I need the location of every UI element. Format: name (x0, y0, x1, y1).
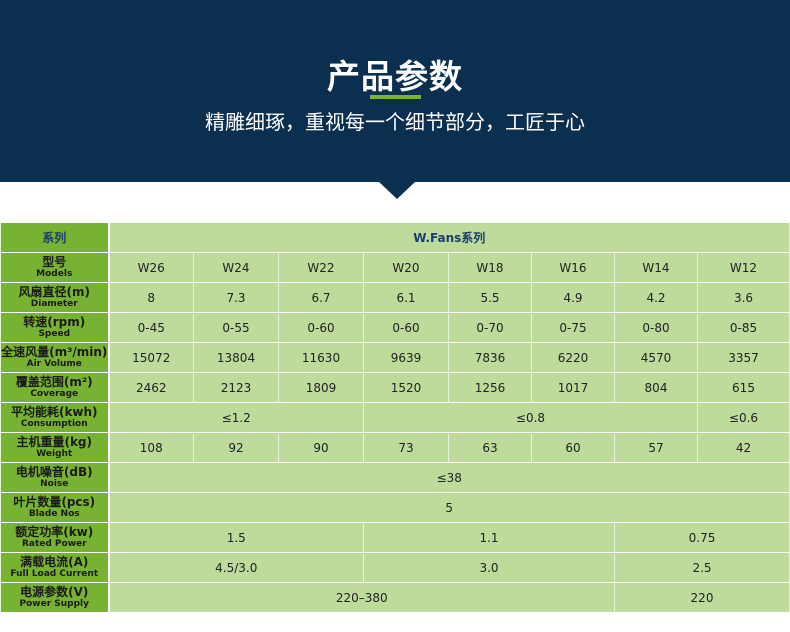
cell: 0.75 (614, 522, 790, 553)
cell: 3.6 (697, 282, 790, 313)
table-row-noise: 电机噪音(dB) Noise ≤38 (0, 462, 790, 493)
cell: 0-75 (531, 312, 615, 343)
table-row-consumption: 平均能耗(kwh) Consumption ≤1.2 ≤0.8 ≤0.6 (0, 402, 790, 433)
cell: 2123 (193, 372, 279, 403)
cell: W24 (193, 252, 279, 283)
cell: 5.5 (448, 282, 532, 313)
cell: 6.7 (278, 282, 364, 313)
series-value: W.Fans系列 (108, 222, 790, 253)
table-row-weight: 主机重量(kg) Weight 108 92 90 73 63 60 57 42 (0, 432, 790, 463)
table-row-power: 额定功率(kw) Rated Power 1.5 1.1 0.75 (0, 522, 790, 553)
row-label: 覆盖范围(m²) Coverage (0, 372, 110, 403)
cell: 4.2 (614, 282, 698, 313)
cell: 0-85 (697, 312, 790, 343)
cell: 9639 (363, 342, 449, 373)
cell: W26 (108, 252, 194, 283)
cell: ≤38 (108, 462, 790, 493)
cell: 3.0 (363, 552, 615, 583)
row-label: 额定功率(kw) Rated Power (0, 522, 110, 553)
cell: 6.1 (363, 282, 449, 313)
row-label: 转速(rpm) Speed (0, 312, 110, 343)
spec-table: 系列 W.Fans系列 型号 Models W26 W24 W22 W20 W18 W16 W… (0, 222, 790, 613)
cell: 615 (697, 372, 790, 403)
cell: W14 (614, 252, 698, 283)
cell: 7.3 (193, 282, 279, 313)
cell: 11630 (278, 342, 364, 373)
row-label: 全速风量(m³/min) Air Volume (0, 342, 110, 373)
cell: 90 (278, 432, 364, 463)
cell: 3357 (697, 342, 790, 373)
cell: 60 (531, 432, 615, 463)
table-row-speed: 转速(rpm) Speed 0-45 0-55 0-60 0-60 0-70 0-75 0-8… (0, 312, 790, 343)
cell: W16 (531, 252, 615, 283)
cell: ≤0.8 (363, 402, 698, 433)
cell: 1809 (278, 372, 364, 403)
cell: 0-45 (108, 312, 194, 343)
cell: 42 (697, 432, 790, 463)
cell: W22 (278, 252, 364, 283)
cell: 0-60 (278, 312, 364, 343)
cell: 4570 (614, 342, 698, 373)
row-label: 电机噪音(dB) Noise (0, 462, 110, 493)
cell: 7836 (448, 342, 532, 373)
cell: 63 (448, 432, 532, 463)
table-row-series: 系列 W.Fans系列 (0, 222, 790, 253)
cell: 92 (193, 432, 279, 463)
cell: 4.5/3.0 (108, 552, 364, 583)
cell: 0-70 (448, 312, 532, 343)
row-label: 型号 Models (0, 252, 110, 283)
cell: 1017 (531, 372, 615, 403)
title-underline (370, 95, 421, 99)
table-row-current: 满载电流(A) Full Load Current 4.5/3.0 3.0 2.5 (0, 552, 790, 583)
row-label: 叶片数量(pcs) Blade Nos (0, 492, 110, 523)
cell: 57 (614, 432, 698, 463)
cell: 5 (108, 492, 790, 523)
cell: 4.9 (531, 282, 615, 313)
row-label: 风扇直径(m) Diameter (0, 282, 110, 313)
page-title: 产品参数 (327, 57, 463, 96)
cell: 0-55 (193, 312, 279, 343)
cell: 13804 (193, 342, 279, 373)
cell: 8 (108, 282, 194, 313)
cell: 2462 (108, 372, 194, 403)
cell: 1520 (363, 372, 449, 403)
cell: 1.5 (108, 522, 364, 553)
table-row-supply: 电源参数(V) Power Supply 220–380 220 (0, 582, 790, 613)
cell: ≤1.2 (108, 402, 364, 433)
cell: W12 (697, 252, 790, 283)
row-label: 满载电流(A) Full Load Current (0, 552, 110, 583)
table-row-models: 型号 Models W26 W24 W22 W20 W18 W16 W14 W12 (0, 252, 790, 283)
cell: 0-80 (614, 312, 698, 343)
cell: 1.1 (363, 522, 615, 553)
row-label: 系列 (0, 222, 110, 253)
table-row-air-volume: 全速风量(m³/min) Air Volume 15072 13804 11630 96… (0, 342, 790, 373)
row-label: 平均能耗(kwh) Consumption (0, 402, 110, 433)
cell: W20 (363, 252, 449, 283)
cell: 73 (363, 432, 449, 463)
cell: 0-60 (363, 312, 449, 343)
cell: 108 (108, 432, 194, 463)
table-row-blades: 叶片数量(pcs) Blade Nos 5 (0, 492, 790, 523)
cell: 15072 (108, 342, 194, 373)
cell: 220 (614, 582, 790, 613)
page-subtitle: 精雕细琢，重视每一个细节部分，工匠于心 (205, 110, 585, 134)
table-row-coverage: 覆盖范围(m²) Coverage 2462 2123 1809 1520 1256 101… (0, 372, 790, 403)
cell: 2.5 (614, 552, 790, 583)
cell: 1256 (448, 372, 532, 403)
cell: 6220 (531, 342, 615, 373)
cell: 804 (614, 372, 698, 403)
cell: 220–380 (108, 582, 615, 613)
cell: W18 (448, 252, 532, 283)
cell: ≤0.6 (697, 402, 790, 433)
down-arrow-notch (378, 181, 416, 199)
row-label: 主机重量(kg) Weight (0, 432, 110, 463)
header-banner (0, 0, 790, 182)
row-label: 电源参数(V) Power Supply (0, 582, 110, 613)
table-row-diameter: 风扇直径(m) Diameter 8 7.3 6.7 6.1 5.5 4.9 4.2 3.6 (0, 282, 790, 313)
